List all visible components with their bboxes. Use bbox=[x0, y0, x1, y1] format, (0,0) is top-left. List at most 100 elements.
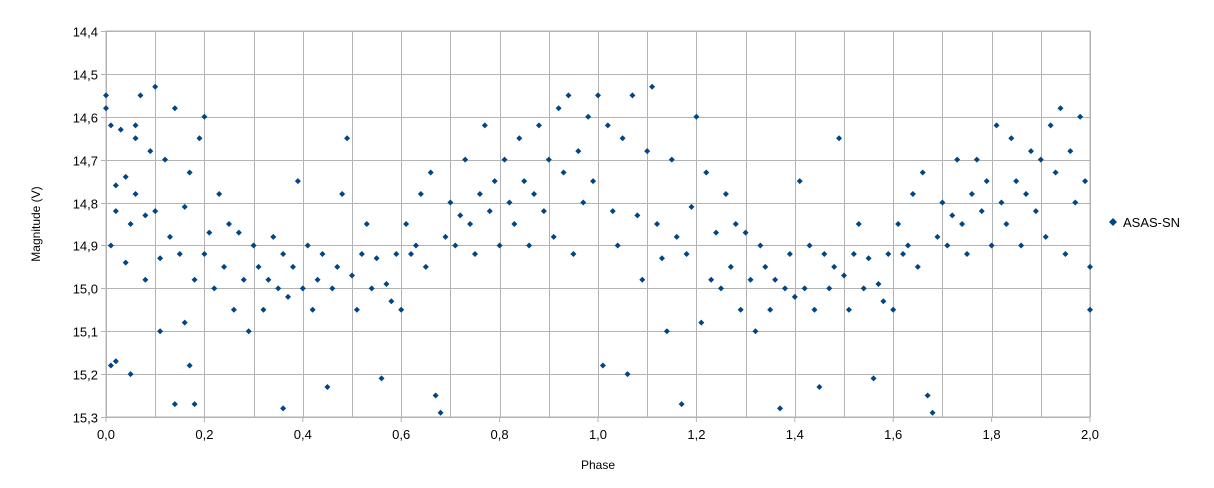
data-point bbox=[993, 122, 1000, 129]
data-point bbox=[688, 203, 695, 210]
data-point bbox=[191, 276, 198, 283]
y-axis-tick-labels: 14,4 14,5 14,6 14,7 14,8 14,9 15,0 15,1 15,2 15,3 bbox=[73, 25, 98, 426]
data-point bbox=[968, 190, 975, 197]
x-tick-label: 1,8 bbox=[983, 427, 1001, 442]
data-point bbox=[900, 251, 907, 258]
data-point bbox=[836, 135, 843, 142]
data-point bbox=[491, 178, 498, 185]
data-point bbox=[845, 306, 852, 313]
data-point bbox=[875, 281, 882, 288]
data-point bbox=[363, 221, 370, 227]
data-point bbox=[944, 242, 951, 249]
data-point bbox=[103, 92, 109, 99]
data-point bbox=[654, 221, 661, 227]
data-point bbox=[708, 276, 715, 283]
data-point bbox=[304, 242, 311, 249]
data-point bbox=[629, 92, 636, 99]
data-point bbox=[112, 358, 119, 365]
data-point bbox=[240, 276, 247, 283]
data-point bbox=[309, 306, 316, 313]
data-point bbox=[206, 229, 213, 236]
data-point bbox=[447, 199, 454, 206]
data-point bbox=[880, 298, 887, 305]
data-point bbox=[216, 190, 223, 197]
data-point bbox=[181, 319, 188, 326]
data-point bbox=[585, 113, 592, 120]
data-point bbox=[186, 169, 193, 176]
data-point bbox=[595, 92, 601, 99]
data-point bbox=[831, 263, 838, 270]
data-point bbox=[668, 156, 675, 163]
data-point bbox=[570, 251, 577, 258]
data-point bbox=[742, 229, 749, 236]
data-point bbox=[801, 285, 808, 292]
data-point bbox=[132, 122, 139, 129]
data-point bbox=[580, 199, 587, 206]
data-point bbox=[388, 298, 395, 305]
data-point bbox=[560, 169, 567, 176]
data-point bbox=[294, 178, 301, 185]
data-point bbox=[1062, 251, 1069, 258]
data-point bbox=[727, 263, 734, 270]
data-point bbox=[614, 242, 621, 249]
data-point bbox=[737, 306, 744, 313]
data-point bbox=[565, 92, 572, 99]
data-point bbox=[383, 281, 390, 288]
data-point bbox=[673, 233, 680, 240]
data-point bbox=[1032, 208, 1039, 215]
x-tick-label: 1,2 bbox=[687, 427, 705, 442]
data-point bbox=[713, 229, 720, 236]
data-point bbox=[890, 306, 897, 313]
data-point bbox=[127, 371, 134, 378]
x-tick-label: 0,6 bbox=[392, 427, 410, 442]
y-tick-label: 14,8 bbox=[73, 197, 98, 212]
data-point bbox=[895, 221, 902, 227]
y-tick-label: 15,3 bbox=[73, 411, 98, 426]
data-point bbox=[959, 221, 966, 227]
data-point bbox=[747, 276, 754, 283]
data-point bbox=[408, 251, 415, 258]
data-point bbox=[417, 190, 424, 197]
y-tick-label: 14,7 bbox=[73, 154, 98, 169]
data-point bbox=[998, 199, 1005, 206]
x-tick-label: 1,6 bbox=[884, 427, 902, 442]
data-point bbox=[127, 221, 134, 227]
data-point bbox=[319, 251, 326, 258]
data-point bbox=[412, 242, 419, 249]
data-point bbox=[299, 285, 306, 292]
data-points bbox=[103, 83, 1093, 416]
data-point bbox=[275, 285, 282, 292]
x-tick-label: 0,0 bbox=[97, 427, 115, 442]
data-point bbox=[176, 251, 183, 258]
data-point bbox=[476, 190, 483, 197]
x-tick-label: 0,8 bbox=[491, 427, 509, 442]
data-point bbox=[693, 113, 700, 120]
data-point bbox=[914, 263, 921, 270]
data-point bbox=[186, 362, 193, 369]
legend-label: ASAS-SN bbox=[1123, 215, 1180, 230]
grid-lines bbox=[101, 31, 1091, 418]
x-tick-label: 1,0 bbox=[589, 427, 607, 442]
data-point bbox=[506, 199, 513, 206]
data-point bbox=[757, 242, 764, 249]
data-point bbox=[103, 105, 109, 112]
data-point bbox=[1087, 306, 1093, 313]
data-point bbox=[663, 328, 670, 335]
data-point bbox=[462, 156, 469, 163]
data-point bbox=[791, 293, 798, 300]
data-point bbox=[142, 276, 149, 283]
data-point bbox=[378, 375, 385, 382]
data-point bbox=[122, 259, 129, 266]
data-point bbox=[978, 208, 985, 215]
data-point bbox=[1047, 122, 1054, 129]
data-point bbox=[531, 190, 538, 197]
data-point bbox=[604, 122, 611, 129]
data-point bbox=[939, 199, 946, 206]
data-point bbox=[107, 122, 114, 129]
y-tick-label: 14,9 bbox=[73, 239, 98, 254]
data-point bbox=[496, 242, 503, 249]
data-point bbox=[904, 242, 911, 249]
data-point bbox=[722, 190, 729, 197]
data-point bbox=[860, 285, 867, 292]
data-point bbox=[1027, 148, 1034, 155]
